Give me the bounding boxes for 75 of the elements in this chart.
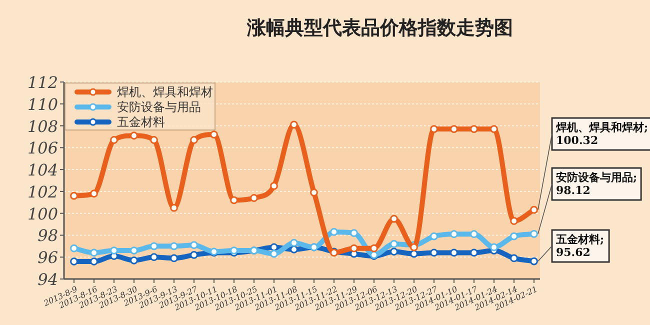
annotation: 安防设备与用品; 98.12 bbox=[556, 171, 638, 197]
point bbox=[390, 214, 398, 223]
point bbox=[170, 254, 178, 262]
y-tick-label: 94 bbox=[38, 270, 58, 289]
point bbox=[510, 217, 518, 225]
y-tick-label: 104 bbox=[27, 160, 58, 180]
point bbox=[350, 229, 358, 237]
point bbox=[330, 228, 338, 236]
point bbox=[150, 136, 158, 144]
point bbox=[70, 258, 78, 266]
point bbox=[450, 125, 458, 134]
point bbox=[390, 248, 398, 256]
point bbox=[450, 230, 458, 238]
point bbox=[150, 253, 158, 262]
point bbox=[370, 244, 378, 252]
point bbox=[190, 136, 198, 144]
point bbox=[530, 206, 538, 214]
point bbox=[390, 240, 398, 248]
point bbox=[450, 248, 458, 257]
point bbox=[190, 241, 198, 250]
point bbox=[130, 132, 138, 140]
annotation: 安防设备与用品; 98.12 bbox=[538, 167, 642, 234]
point bbox=[290, 120, 298, 129]
point bbox=[510, 232, 518, 240]
point bbox=[230, 246, 238, 254]
point bbox=[410, 250, 418, 258]
chart-title: 涨幅典型代表品价格指数走势图 bbox=[246, 17, 513, 39]
y-tick-label: 112 bbox=[27, 73, 58, 92]
point bbox=[230, 196, 238, 204]
point bbox=[150, 242, 158, 250]
point bbox=[70, 244, 78, 252]
point bbox=[110, 136, 118, 144]
point bbox=[290, 238, 298, 247]
y-tick-label: 96 bbox=[38, 248, 58, 268]
point bbox=[490, 125, 498, 134]
point bbox=[490, 243, 498, 252]
point bbox=[270, 243, 278, 252]
point bbox=[210, 130, 218, 138]
point bbox=[170, 242, 178, 250]
point bbox=[270, 250, 278, 258]
y-tick-label: 98 bbox=[38, 226, 58, 246]
point bbox=[430, 125, 438, 134]
annotation: 焊机、焊具和焊材; 100.32 bbox=[555, 121, 648, 147]
legend-label: 焊机、焊具和焊材 bbox=[117, 85, 213, 99]
point bbox=[90, 248, 98, 257]
point bbox=[170, 204, 178, 212]
point bbox=[270, 182, 278, 190]
y-tick-label: 108 bbox=[27, 116, 58, 136]
point bbox=[90, 190, 98, 198]
y-tick-label: 110 bbox=[27, 94, 58, 114]
y-tick-label: 106 bbox=[27, 138, 58, 158]
point bbox=[310, 188, 318, 196]
legend-label: 五金材料 bbox=[117, 115, 165, 129]
point bbox=[430, 248, 438, 257]
point bbox=[130, 246, 138, 254]
point bbox=[530, 257, 538, 266]
y-tick-label: 100 bbox=[27, 204, 58, 224]
point bbox=[470, 230, 478, 238]
point bbox=[130, 256, 138, 264]
point bbox=[290, 246, 298, 254]
point bbox=[250, 194, 258, 202]
y-tick-label: 102 bbox=[27, 182, 58, 202]
point bbox=[190, 250, 198, 259]
point bbox=[90, 258, 98, 266]
point bbox=[350, 244, 358, 252]
point bbox=[70, 192, 78, 200]
point bbox=[110, 246, 118, 254]
annotation: 五金材料; 95.62 bbox=[538, 229, 610, 263]
point bbox=[430, 232, 438, 240]
legend-label: 安防设备与用品 bbox=[117, 100, 201, 114]
point bbox=[530, 230, 538, 238]
point bbox=[510, 254, 518, 262]
annotation: 五金材料; 95.62 bbox=[555, 233, 604, 259]
point bbox=[470, 248, 478, 257]
point bbox=[470, 125, 478, 134]
